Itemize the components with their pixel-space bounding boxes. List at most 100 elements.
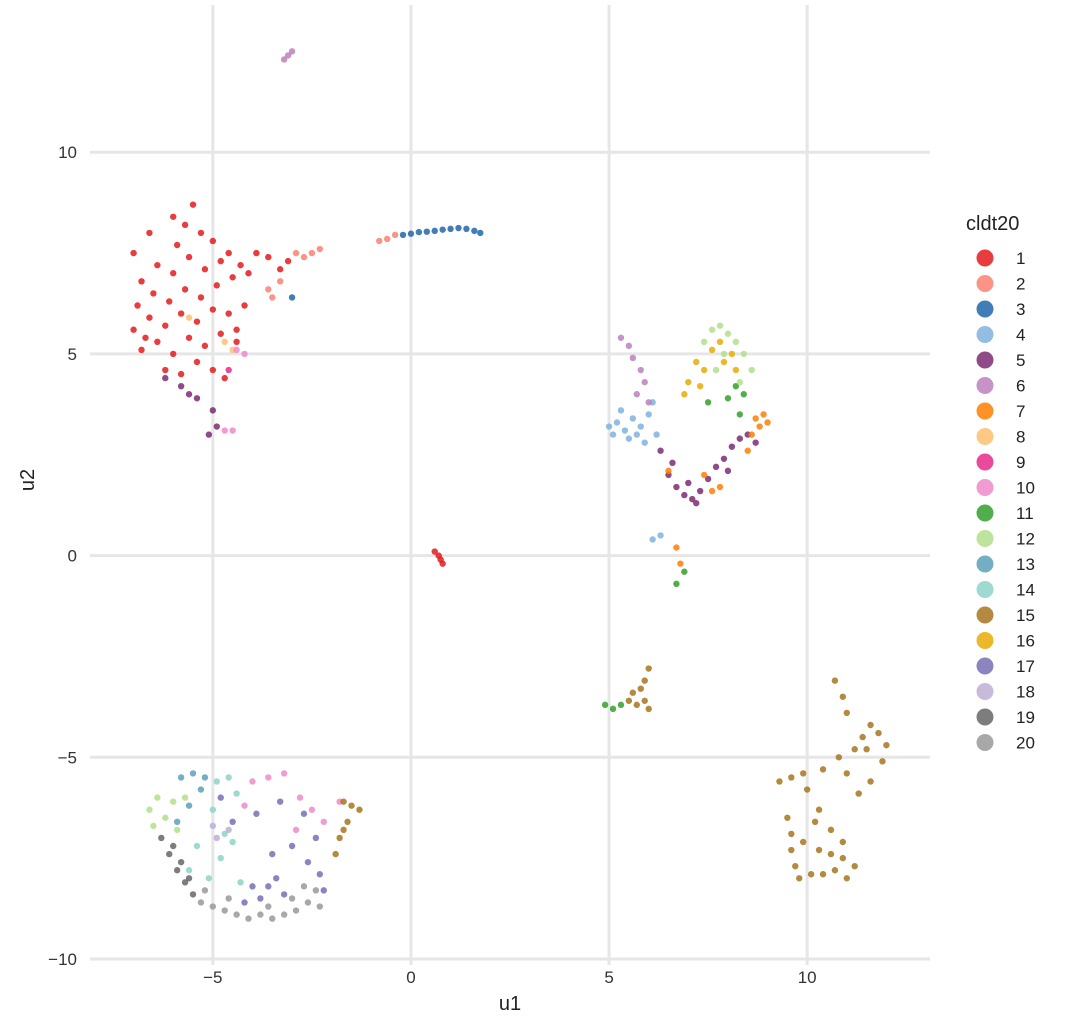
scatter-point [601, 701, 609, 709]
scatter-point [744, 447, 751, 454]
scatter-point [233, 338, 240, 346]
scatter-point [201, 774, 209, 781]
legend-label: 17 [1016, 657, 1035, 676]
scatter-point [815, 806, 823, 813]
scatter-point [241, 802, 248, 809]
scatter-point [732, 366, 740, 374]
legend-entry-19: 19 [976, 708, 1035, 727]
series-4 [605, 399, 664, 543]
legend-entry-4: 4 [976, 326, 1025, 345]
scatter-point [177, 310, 185, 317]
scatter-point [815, 846, 823, 854]
scatter-point [288, 294, 296, 301]
scatter-point [257, 895, 264, 902]
scatter-point [477, 229, 484, 237]
scatter-point [708, 487, 716, 495]
scatter-point [800, 838, 807, 846]
scatter-point [197, 294, 205, 301]
legend-key [976, 708, 994, 726]
scatter-point [292, 249, 300, 257]
scatter-point [316, 903, 324, 910]
scatter-point [189, 201, 197, 208]
scatter-point [463, 225, 470, 233]
scatter-point [637, 366, 644, 374]
scatter-point [280, 56, 288, 63]
scatter-point [150, 822, 157, 830]
scatter-point [629, 354, 637, 362]
scatter-point [348, 802, 355, 809]
scatter-point [185, 802, 193, 809]
scatter-point [383, 235, 391, 243]
scatter-point [356, 806, 363, 813]
scatter-point [280, 911, 288, 918]
series-1 [130, 201, 446, 567]
scatter-point [265, 883, 272, 890]
scatter-point [233, 790, 240, 797]
scatter-point [249, 883, 256, 890]
scatter-point [637, 685, 644, 692]
scatter-point [867, 778, 874, 785]
scatter-point [340, 798, 347, 805]
scatter-point [657, 447, 664, 454]
scatter-point [716, 322, 724, 329]
scatter-point [193, 318, 201, 325]
scatter-point [625, 342, 633, 350]
legend-key [976, 606, 994, 624]
scatter-point [209, 822, 217, 830]
scatter-point [835, 754, 843, 761]
scatter-point [308, 806, 316, 813]
legend-key [976, 504, 994, 522]
scatter-point [855, 790, 862, 797]
scatter-point [201, 266, 209, 273]
scatter-point [146, 229, 153, 237]
scatter-point [193, 395, 201, 402]
scatter-point [736, 378, 744, 386]
legend-label: 14 [1016, 581, 1035, 600]
scatter-point [300, 810, 308, 817]
scatter-point [657, 532, 664, 539]
scatter-point [748, 431, 755, 438]
scatter-point [221, 338, 228, 346]
scatter-point [138, 278, 145, 285]
legend-key [976, 657, 994, 675]
scatter-point [708, 326, 716, 333]
scatter-point [665, 467, 672, 475]
scatter-point [130, 326, 137, 333]
scatter-point [875, 729, 882, 737]
scatter-point [724, 467, 732, 475]
scatter-point [863, 746, 870, 753]
scatter-point [225, 366, 232, 374]
scatter-point [213, 423, 220, 430]
scatter-point [237, 879, 244, 886]
scatter-point [736, 411, 744, 418]
legend-entry-15: 15 [976, 606, 1035, 625]
legend-key [976, 351, 994, 369]
scatter-point [693, 358, 700, 366]
legend-key [976, 734, 994, 751]
scatter-point [708, 346, 716, 354]
scatter-point [340, 826, 347, 834]
scatter-point [173, 818, 181, 826]
scatter-point [170, 798, 177, 805]
series-16 [681, 338, 740, 398]
legend-entry-8: 8 [976, 428, 1025, 447]
scatter-point [193, 842, 201, 850]
series-20 [197, 883, 324, 922]
legend-key [976, 428, 994, 445]
scatter-point [284, 52, 292, 59]
series-18 [209, 822, 232, 842]
scatter-point [213, 778, 220, 785]
scatter-point [724, 395, 732, 402]
scatter-point [130, 249, 137, 257]
scatter-point [867, 721, 874, 729]
scatter-point [645, 411, 652, 418]
scatter-point [716, 338, 724, 346]
scatter-point [811, 818, 819, 826]
scatter-point [201, 342, 209, 350]
scatter-point [134, 302, 141, 309]
scatter-point [336, 834, 343, 842]
scatter-point [269, 294, 276, 301]
scatter-point [177, 370, 185, 378]
